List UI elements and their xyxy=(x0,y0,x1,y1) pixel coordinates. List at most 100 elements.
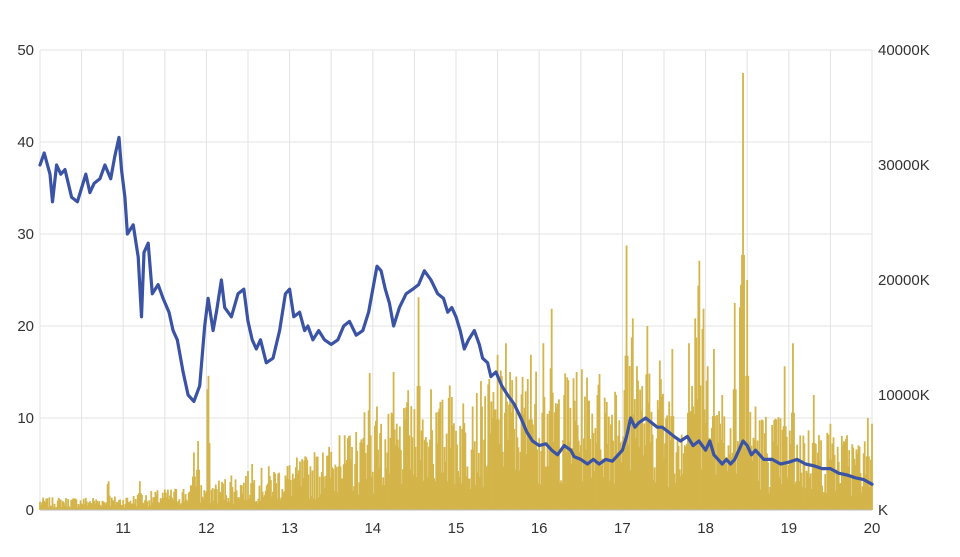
price-line-series xyxy=(38,135,874,486)
volume-bar xyxy=(338,435,341,510)
volume-bar xyxy=(435,412,438,510)
volume-bar xyxy=(60,507,63,510)
volume-bar xyxy=(247,470,249,510)
volume-bar xyxy=(299,461,301,510)
volume-bar xyxy=(798,480,801,510)
volume-bar xyxy=(116,501,118,510)
volume-bar xyxy=(409,469,412,510)
volume-bar xyxy=(647,402,650,510)
volume-bar xyxy=(363,412,366,510)
volume-bar xyxy=(655,438,658,510)
volume-bar xyxy=(671,349,674,510)
volume-bar xyxy=(744,446,747,510)
volume-bar xyxy=(351,447,353,510)
volume-bar xyxy=(474,485,477,510)
volume-bar xyxy=(381,484,384,510)
x-tick-label: 18 xyxy=(697,520,714,537)
volume-bar xyxy=(272,491,274,510)
volume-bar xyxy=(120,504,123,510)
volume-bar xyxy=(574,420,577,510)
volume-bar xyxy=(150,491,153,510)
volume-bar xyxy=(459,425,462,510)
volume-bar xyxy=(256,503,259,510)
volume-bar xyxy=(294,467,297,510)
volume-bar xyxy=(679,476,682,510)
volume-bar xyxy=(871,423,873,510)
volume-bar xyxy=(758,420,761,510)
volume-bar xyxy=(774,418,777,510)
volume-bar xyxy=(822,492,825,510)
volume-bar xyxy=(486,465,489,510)
volume-bar xyxy=(228,502,231,510)
volume-bar xyxy=(112,500,115,510)
volume-bar xyxy=(869,487,871,510)
volume-bar xyxy=(456,444,458,510)
volume-bar xyxy=(364,452,367,510)
volume-bar xyxy=(223,500,225,510)
volume-bar xyxy=(781,429,784,510)
volume-bar xyxy=(92,498,94,510)
volume-bar xyxy=(462,403,465,510)
volume-bar xyxy=(162,497,165,510)
volume-bar xyxy=(250,483,253,510)
volume-bar xyxy=(413,409,416,510)
volume-bar xyxy=(99,504,102,510)
volume-bar xyxy=(389,437,392,510)
volume-bar xyxy=(147,506,150,510)
volume-bar xyxy=(598,374,601,510)
volume-bar xyxy=(40,504,42,510)
volume-bar xyxy=(306,459,309,510)
volume-bar xyxy=(143,503,145,510)
volume-bar xyxy=(312,498,315,510)
volume-bar xyxy=(776,445,779,510)
volume-bar xyxy=(134,499,137,510)
volume-bar xyxy=(318,476,321,510)
volume-bar xyxy=(136,494,139,510)
volume-bar xyxy=(450,396,453,510)
volume-bar xyxy=(588,400,591,510)
volume-bar xyxy=(331,467,334,510)
volume-bar xyxy=(449,447,452,510)
volume-bar xyxy=(395,423,398,510)
volume-bar xyxy=(656,400,659,510)
volume-bar xyxy=(230,475,233,510)
volume-bar xyxy=(669,440,672,510)
volume-bar xyxy=(110,497,113,510)
volume-bar xyxy=(706,366,709,510)
volume-bar xyxy=(812,395,815,510)
volume-bar xyxy=(658,360,661,510)
volume-bar xyxy=(581,481,584,510)
volume-bar xyxy=(503,412,506,510)
volume-bar xyxy=(633,399,636,510)
volume-bar xyxy=(160,499,163,510)
volume-bar xyxy=(725,456,728,510)
volume-bar xyxy=(337,466,340,510)
volume-bar xyxy=(320,472,323,510)
volume-bar xyxy=(753,440,756,510)
volume-bar xyxy=(534,404,536,510)
volume-bar xyxy=(45,498,48,510)
volume-bar xyxy=(98,501,101,510)
volume-bar xyxy=(564,373,567,510)
volume-bar xyxy=(167,489,169,510)
volume-bar xyxy=(53,503,56,510)
volume-bar xyxy=(355,431,358,510)
volume-bar xyxy=(298,470,300,510)
volume-bar xyxy=(797,460,800,510)
volume-bar xyxy=(383,485,386,510)
volume-bar xyxy=(526,378,529,510)
volume-bar xyxy=(201,496,204,510)
volume-bar xyxy=(377,449,379,510)
volume-bar xyxy=(586,377,588,510)
volume-bar xyxy=(570,463,573,510)
volume-bar xyxy=(524,391,527,510)
volume-bar xyxy=(205,491,208,510)
volume-bar xyxy=(616,452,619,510)
volume-bar xyxy=(276,498,279,510)
volume-bar xyxy=(528,419,531,510)
volume-bar xyxy=(519,451,522,510)
volume-bar xyxy=(704,423,707,510)
volume-bar xyxy=(480,381,482,510)
volume-bar xyxy=(825,493,828,510)
volume-bar xyxy=(861,486,864,510)
